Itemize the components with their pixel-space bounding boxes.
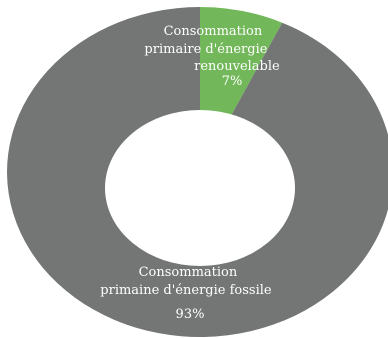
svg-text:Consommation primaine d': Consommation primaine d'énergie fossile … xyxy=(100,265,275,322)
fossile-value-label: 93% xyxy=(176,307,205,322)
slice-label-renouvelable: Consommation primaire d'énergie renouvel… xyxy=(144,24,283,89)
fossile-label-line-2: primaine d'énergie fossile xyxy=(100,283,272,298)
fossile-label-line-1: Consommation xyxy=(139,265,238,280)
svg-text:Consommation primaire d': Consommation primaire d'énergie renouvel… xyxy=(144,24,283,89)
donut-hole xyxy=(105,110,295,266)
renouvelable-value-label: 7% xyxy=(222,74,243,89)
renouvelable-label-line-3: renouvelable xyxy=(194,59,280,74)
slice-label-fossile: Consommation primaine d'énergie fossile … xyxy=(100,265,275,322)
renouvelable-label-line-2: primaire d'énergie xyxy=(144,42,267,57)
renouvelable-label-line-1: Consommation xyxy=(164,24,263,39)
